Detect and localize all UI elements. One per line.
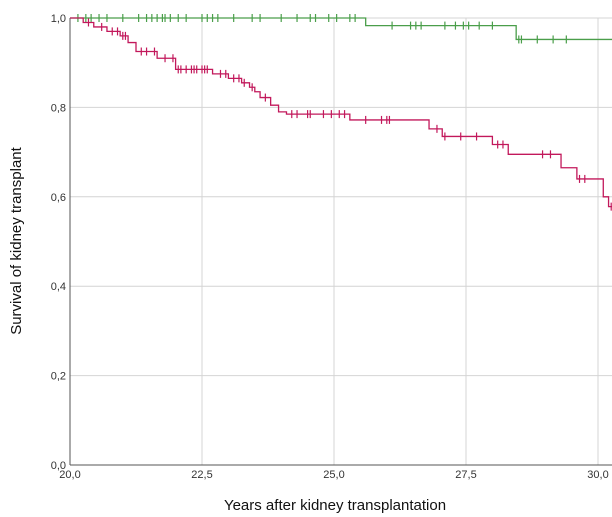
y-tick-label: 0,6	[51, 192, 66, 204]
grid	[70, 17, 612, 465]
x-tick-label: 22,5	[191, 469, 212, 481]
y-tick-label: 0,4	[51, 281, 66, 293]
y-tick-label: 0,2	[51, 371, 66, 383]
survival-step-line	[70, 17, 612, 41]
x-axis-title: Years after kidney transplantation	[224, 497, 446, 514]
survival-step-line	[70, 17, 612, 208]
x-tick-label: 27,5	[455, 469, 476, 481]
x-tick-label: 25,0	[323, 469, 344, 481]
y-tick-label: 0,8	[51, 102, 66, 114]
y-axis-title: Survival of kidney transplant	[8, 146, 25, 334]
x-tick-label: 20,0	[59, 469, 80, 481]
y-tick-label: 1,0	[51, 13, 66, 25]
tick-labels: 20,0 22,5 25,0 27,5 30,0 0,0 0,2 0,4 0,6 0,8 1,0	[51, 13, 609, 481]
y-tick-label: 0,0	[51, 460, 66, 472]
axes	[69, 18, 612, 466]
x-tick-label: 30,0	[587, 469, 608, 481]
series-group	[70, 14, 612, 211]
series-2	[70, 17, 612, 211]
